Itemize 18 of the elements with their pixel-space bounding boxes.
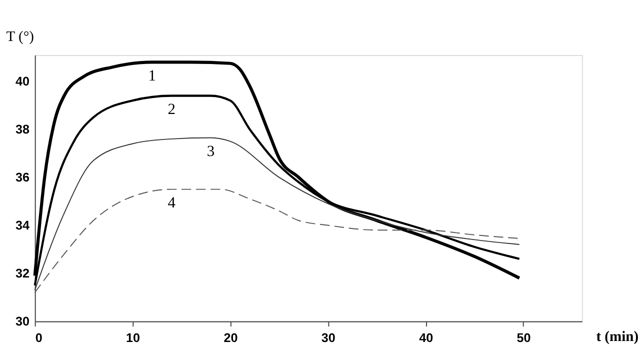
y-tick-label: 38	[16, 122, 30, 137]
y-tick-label: 32	[16, 266, 30, 281]
y-tick-label: 40	[16, 74, 30, 89]
series-label: 3	[206, 143, 215, 160]
series-label: 4	[168, 194, 176, 212]
x-tick-label: 20	[224, 331, 238, 346]
x-axis-title: t (min)	[596, 329, 639, 346]
y-tick-label: 34	[16, 218, 30, 233]
x-tick-label: 50	[516, 331, 531, 346]
x-tick-label: 30	[321, 331, 336, 346]
series-label: 2	[168, 101, 176, 118]
x-tick-label: 0	[35, 331, 42, 346]
x-tick-label: 10	[126, 331, 140, 346]
y-axis-title: T (°)	[6, 28, 34, 45]
y-tick-label: 30	[16, 314, 30, 329]
y-tick-label: 36	[16, 170, 30, 185]
series-label: 1	[148, 68, 156, 85]
x-tick-label: 40	[419, 331, 434, 346]
